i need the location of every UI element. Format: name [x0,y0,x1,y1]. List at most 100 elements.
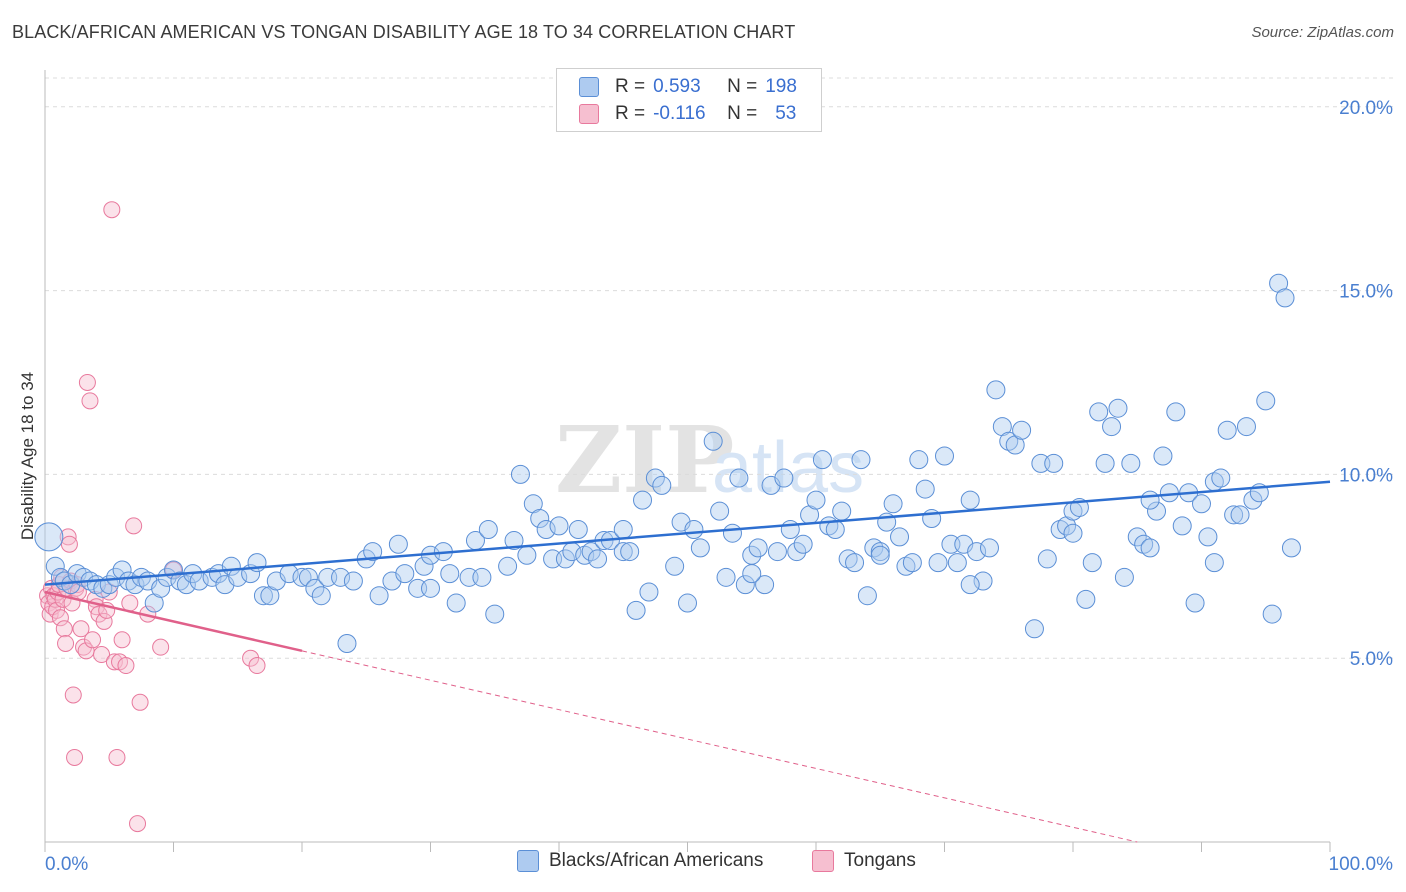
watermark-atlas: atlas [712,428,864,508]
blacks-point [735,575,755,595]
tongans-point [51,609,69,627]
blacks-point [421,578,440,598]
legend-swatch-blue [517,850,539,872]
tongans-point [66,748,84,766]
legend-swatch-blue [579,77,599,97]
legend-row-tongans: R = -0.116 N = 53 [579,102,796,126]
blacks-point [787,542,807,562]
tongans-trendline-extension [301,650,1138,843]
legend-swatch-pink [579,104,599,124]
legend-row-blacks: R = 0.593 N = 198 [579,75,797,99]
blacks-point [485,604,505,624]
axes [44,70,1331,852]
blacks-point [1275,288,1295,308]
tongans-point [59,528,77,546]
blacks-point [806,490,826,510]
blacks-point [729,468,749,488]
blacks-point [1140,490,1160,510]
blacks-point [510,464,530,484]
blacks-point [838,549,858,569]
blacks-point [710,501,730,521]
blacks-point [915,479,935,499]
blacks-point [896,556,916,576]
blacks-point [504,531,524,551]
blacks-point [305,578,325,598]
legend-n-label: N = [727,76,758,97]
blacks-point [472,567,492,587]
x-tick-label: 0.0% [45,854,88,875]
blacks-point [549,516,569,536]
chart-title: BLACK/AFRICAN AMERICAN VS TONGAN DISABIL… [12,22,796,42]
blacks-point [613,542,633,562]
tongans-point [248,657,266,675]
blacks-point [1147,501,1167,521]
blacks-point [1281,538,1301,558]
tongans-point [84,631,102,649]
tongans-point [117,657,135,675]
blacks-point [883,494,903,514]
blacks-point [633,490,653,510]
tongans-trendline [44,590,303,653]
blacks-point [1095,453,1115,473]
tongans-point [93,646,111,664]
tongans-point [78,373,96,391]
blacks-point [45,556,65,576]
blacks-point [331,567,351,587]
y-tick-label: 20.0% [1339,98,1393,119]
blacks-point [935,446,954,466]
tongans-point [152,638,170,656]
blacks-point [388,534,408,554]
legend-r-label: R = [615,76,646,97]
y-tick-label: 15.0% [1339,282,1393,303]
tongans-point [129,815,147,833]
blacks-point [395,564,415,584]
legend-n-value: 198 [765,76,797,97]
blacks-point [825,520,845,540]
blacks-point [1024,619,1044,639]
blacks-point [755,575,775,595]
legend-label-blacks: Blacks/African Americans [549,850,764,871]
blacks-point [414,556,434,576]
blacks-point [1108,398,1128,418]
blacks-point [151,578,171,598]
blacks-point [742,564,762,584]
tongans-point [121,594,139,612]
blacks-point [722,523,742,543]
blacks-point [967,542,987,562]
blacks-point [1230,505,1250,525]
trendlines [44,480,1331,843]
blacks-point [125,575,145,595]
legend-item-blacks: Blacks/African Americans [517,850,763,872]
blacks-point [1140,538,1160,558]
blacks-point [176,575,196,595]
blacks-point [979,538,999,558]
legend-r-value: 0.593 [653,76,701,97]
blacks-point [311,586,331,606]
blacks-point [690,538,710,558]
legend-r-value: -0.116 [653,103,706,124]
blacks-point [793,534,813,554]
chart-source: Source: ZipAtlas.com [1251,24,1394,41]
blacks-point [1217,420,1237,440]
blacks-point [253,586,273,606]
blacks-point [343,571,363,591]
tongans-point [95,612,113,630]
blacks-point [1236,417,1256,437]
blacks-point [1211,468,1231,488]
blacks-point [890,527,910,547]
blacks-point [1166,402,1186,422]
tongans-point [55,620,73,638]
blacks-point [1256,391,1276,411]
blacks-point [1050,520,1070,540]
blacks-point [536,520,556,540]
blacks-point [999,431,1019,451]
tongans-point [108,748,126,766]
blacks-point [928,553,948,573]
blacks-point [1121,453,1141,473]
watermark-zip: ZIP [555,406,734,514]
blacks-point [864,538,884,558]
series-legend: Blacks/African Americans Tongans [0,850,1406,878]
blacks-point [1262,604,1282,624]
